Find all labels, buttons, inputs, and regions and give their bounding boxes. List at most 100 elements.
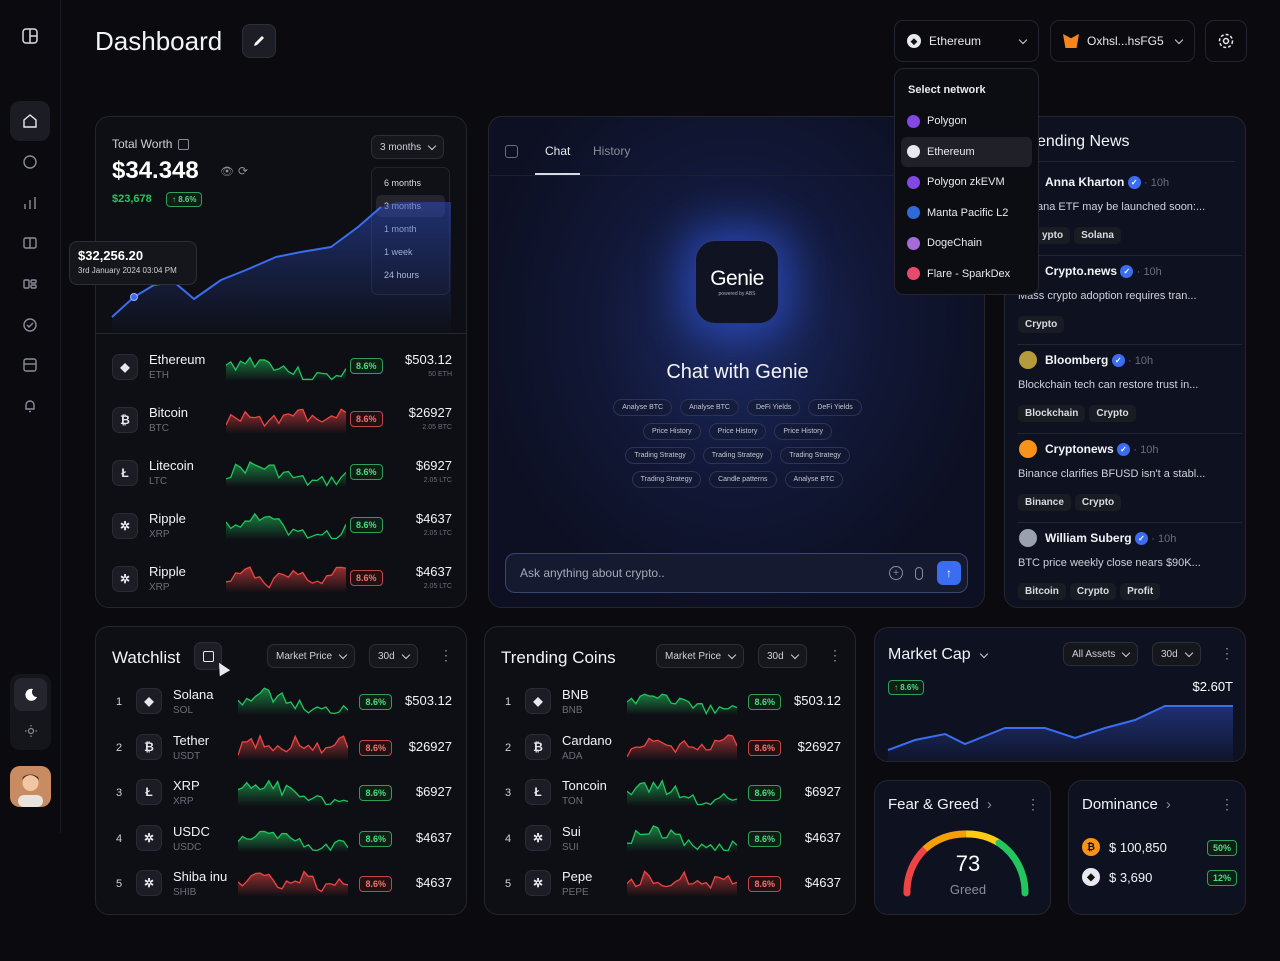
asset-row[interactable]: ◆ Ethereum ETH 8.6% $503.12 50 ETH [96, 339, 466, 392]
bar-chart-icon[interactable] [10, 183, 50, 223]
chevron-right-icon[interactable]: › [1165, 796, 1171, 813]
network-option[interactable]: DogeChain [901, 228, 1032, 259]
chevron-down-icon[interactable] [979, 649, 988, 658]
tab-chat[interactable]: Chat [535, 137, 581, 175]
asset-row[interactable]: Ł Litecoin LTC 8.6% $6927 2.05 LTC [96, 445, 466, 498]
table-row[interactable]: 5 ✲ Shiba inu SHIB 8.6% $4637 [96, 861, 466, 907]
news-time: 10h [1134, 355, 1154, 367]
suggestion-chip[interactable]: Trading Strategy [780, 446, 850, 464]
moon-icon[interactable] [14, 678, 47, 711]
suggestion-chip[interactable]: Trading Strategy [631, 470, 702, 488]
news-item[interactable]: Cryptonews ✓ · 10h Binance clarifies BFU… [1017, 434, 1242, 523]
news-item[interactable]: Bloomberg ✓ · 10h Blockchain tech can re… [1017, 345, 1242, 434]
mic-icon[interactable] [915, 566, 923, 580]
suggestion-chip[interactable]: Price History [642, 422, 701, 440]
plus-circle-icon[interactable]: + [889, 566, 903, 580]
range-option[interactable]: 6 months [384, 178, 422, 188]
wallet-select[interactable]: Oxhsl...hsFG5 [1050, 20, 1195, 62]
table-row[interactable]: 2 ₿ Cardano ADA 8.6% $26927 [485, 725, 855, 771]
news-tag[interactable]: Solana [1074, 227, 1121, 244]
news-tag[interactable]: Crypto [1018, 316, 1065, 333]
suggestion-chip[interactable]: DeFi Yields [746, 398, 801, 416]
tab-history[interactable]: History [593, 144, 631, 158]
asset-row[interactable]: ✲ Ripple XRP 8.6% $4637 2.05 LTC [96, 498, 466, 551]
table-row[interactable]: 3 Ł Toncoin TON 8.6% $6927 [485, 770, 855, 816]
network-option[interactable]: Polygon [901, 106, 1032, 137]
edit-button[interactable] [242, 24, 276, 58]
table-row[interactable]: 4 ✲ Sui SUI 8.6% $4637 [485, 816, 855, 862]
market-cap-filter[interactable]: All Assets [1063, 642, 1139, 666]
external-link-icon[interactable] [505, 145, 518, 158]
store-icon[interactable] [10, 345, 50, 385]
table-row[interactable]: 2 ₿ Tether USDT 8.6% $26927 [96, 725, 466, 771]
grid-icon[interactable] [10, 264, 50, 304]
news-tag[interactable]: ypto [1035, 227, 1071, 244]
dominance-row[interactable]: ₿ $ 100,850 50% [1082, 837, 1237, 867]
news-tag[interactable]: Crypto [1069, 583, 1117, 600]
watchlist-period[interactable]: 30d [369, 644, 418, 668]
dominance-row[interactable]: ◆ $ 3,690 12% [1082, 867, 1237, 897]
sun-icon[interactable] [14, 716, 47, 746]
chat-input[interactable]: Ask anything about crypto.. + ↑ [505, 553, 968, 593]
range-select[interactable]: 3 months [371, 135, 445, 159]
refresh-icon[interactable]: ⟳ [238, 164, 249, 178]
more-icon[interactable]: ⋮ [1220, 645, 1234, 661]
news-item[interactable]: Anna Kharton ✓ · 10h ana ETF may be laun… [1017, 167, 1242, 256]
market-cap-change: ↑ 8.6% [888, 680, 925, 695]
chat-icon[interactable] [10, 142, 50, 182]
news-tag[interactable]: Crypto [1074, 494, 1122, 511]
table-row[interactable]: 1 ◆ Solana SOL 8.6% $503.12 [96, 679, 466, 725]
more-icon[interactable]: ⋮ [1026, 796, 1040, 812]
watchlist-filter[interactable]: Market Price [267, 644, 356, 668]
network-menu: Select network Polygon Ethereum Polygon … [894, 68, 1039, 295]
chevron-right-icon[interactable]: › [986, 796, 992, 813]
asset-row[interactable]: ₿ Bitcoin BTC 8.6% $26927 2.05 BTC [96, 392, 466, 445]
suggestion-chip[interactable]: Analyse BTC [680, 398, 739, 416]
hide-icon[interactable]: 👁 [220, 166, 234, 178]
news-tag[interactable]: Binance [1018, 494, 1071, 511]
news-tag[interactable]: Blockchain [1018, 405, 1086, 422]
row-price: $6927 [415, 784, 452, 799]
external-link-icon[interactable] [178, 138, 190, 150]
table-row[interactable]: 4 ✲ USDC USDC 8.6% $4637 [96, 816, 466, 862]
news-tag[interactable]: Bitcoin [1018, 583, 1066, 600]
suggestion-chip[interactable]: Candle patterns [709, 470, 777, 488]
suggestion-chip[interactable]: Price History [774, 422, 833, 440]
home-icon[interactable] [10, 101, 50, 141]
trending-filter[interactable]: Market Price [656, 644, 745, 668]
external-link-button[interactable] [194, 642, 222, 670]
market-cap-period[interactable]: 30d [1152, 642, 1201, 666]
book-icon[interactable] [10, 223, 50, 263]
network-option[interactable]: Manta Pacific L2 [901, 198, 1032, 229]
table-row[interactable]: 1 ◆ BNB BNB 8.6% $503.12 [485, 679, 855, 725]
more-icon[interactable]: ⋮ [439, 647, 453, 663]
suggestion-chip[interactable]: Trading Strategy [702, 446, 773, 464]
avatar[interactable] [10, 766, 51, 807]
check-circle-icon[interactable] [10, 305, 50, 345]
settings-button[interactable] [1205, 20, 1247, 62]
network-option[interactable]: Ethereum [901, 136, 1032, 167]
trending-period[interactable]: 30d [758, 644, 807, 668]
more-icon[interactable]: ⋮ [828, 647, 842, 663]
layout-icon[interactable] [10, 16, 50, 56]
network-option[interactable]: Polygon zkEVM [901, 167, 1032, 198]
suggestion-chip[interactable]: DeFi Yields [808, 398, 862, 416]
news-tag[interactable]: Crypto [1089, 405, 1136, 422]
bell-icon[interactable] [10, 386, 50, 426]
theme-toggle[interactable] [10, 674, 51, 750]
more-icon[interactable]: ⋮ [1220, 796, 1234, 812]
network-select[interactable]: ◆ Ethereum [894, 20, 1039, 62]
suggestion-chip[interactable]: Trading Strategy [625, 446, 695, 464]
network-icon [907, 236, 920, 250]
send-button[interactable]: ↑ [937, 561, 961, 585]
news-item[interactable]: Crypto.news ✓ · 10h Mass crypto adoption… [1017, 256, 1242, 345]
asset-row[interactable]: ✲ Ripple XRP 8.6% $4637 2.05 LTC [96, 551, 466, 604]
suggestion-chip[interactable]: Analyse BTC [784, 470, 844, 488]
network-option[interactable]: Flare - SparkDex [901, 259, 1032, 290]
suggestion-chip[interactable]: Analyse BTC [613, 398, 673, 416]
table-row[interactable]: 5 ✲ Pepe PEPE 8.6% $4637 [485, 861, 855, 907]
news-tag[interactable]: Profit [1120, 583, 1161, 600]
suggestion-chip[interactable]: Price History [708, 422, 767, 440]
news-item[interactable]: William Suberg ✓ · 10h BTC price weekly … [1017, 523, 1242, 607]
table-row[interactable]: 3 Ł XRP XRP 8.6% $6927 [96, 770, 466, 816]
